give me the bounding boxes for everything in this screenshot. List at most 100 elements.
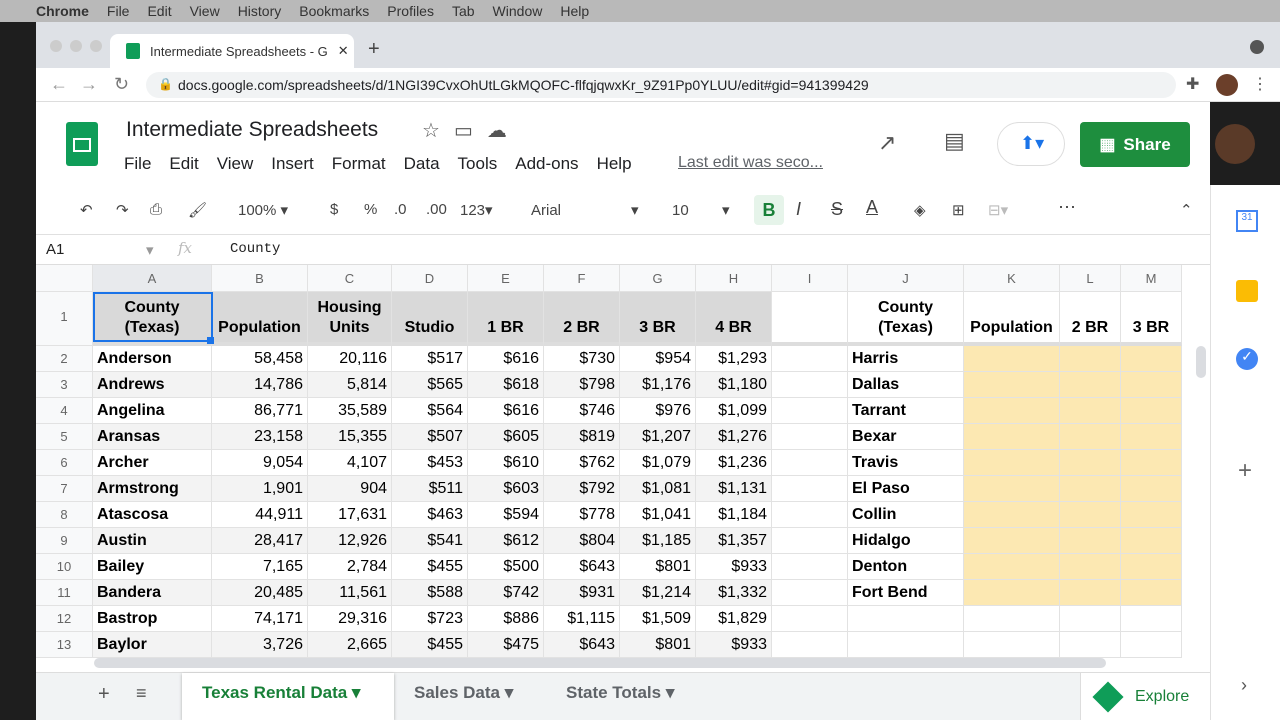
table-cell[interactable]: $612 xyxy=(468,528,544,554)
table-cell[interactable]: 1,901 xyxy=(212,476,308,502)
vertical-scrollbar[interactable] xyxy=(1196,346,1206,378)
table-cell[interactable]: 15,355 xyxy=(308,424,392,450)
table-cell[interactable]: $1,180 xyxy=(696,372,772,398)
reload-icon[interactable]: ↻ xyxy=(114,74,130,94)
table-cell[interactable] xyxy=(1121,580,1182,606)
sheet-tab-sales-data[interactable]: Sales Data ▾ xyxy=(414,683,514,702)
share-button[interactable]: ▦ Share xyxy=(1080,122,1190,167)
table-cell[interactable]: $511 xyxy=(392,476,468,502)
print-icon[interactable]: ⎙ xyxy=(150,201,163,218)
table-cell[interactable] xyxy=(1060,554,1121,580)
table-cell[interactable]: 29,316 xyxy=(308,606,392,632)
row-header-3[interactable]: 3 xyxy=(36,372,93,398)
table-cell[interactable]: $976 xyxy=(620,398,696,424)
table-cell[interactable] xyxy=(1121,606,1182,632)
table-cell[interactable]: $643 xyxy=(544,632,620,658)
mac-menu-help[interactable]: Help xyxy=(560,3,590,19)
table-cell[interactable]: $453 xyxy=(392,450,468,476)
paint-format-icon[interactable]: 🖌 xyxy=(188,202,208,219)
table-cell[interactable] xyxy=(1121,554,1182,580)
table-cell[interactable]: 20,485 xyxy=(212,580,308,606)
user-avatar[interactable] xyxy=(1215,124,1255,164)
table-cell[interactable] xyxy=(772,528,848,554)
header-cell[interactable]: 4 BR xyxy=(696,292,772,346)
table-cell[interactable]: El Paso xyxy=(848,476,964,502)
tab-search-icon[interactable] xyxy=(1250,40,1264,54)
table-cell[interactable] xyxy=(964,528,1060,554)
table-cell[interactable]: $742 xyxy=(468,580,544,606)
table-cell[interactable]: $762 xyxy=(544,450,620,476)
table-cell[interactable] xyxy=(1060,346,1121,372)
table-cell[interactable]: 2,665 xyxy=(308,632,392,658)
menu-file[interactable]: File xyxy=(124,154,152,173)
table-cell[interactable]: Fort Bend xyxy=(848,580,964,606)
table-cell[interactable]: $1,041 xyxy=(620,502,696,528)
table-cell[interactable]: $610 xyxy=(468,450,544,476)
table-cell[interactable] xyxy=(964,424,1060,450)
merge-cells-icon[interactable]: ⊟▾ xyxy=(988,202,1009,219)
table-cell[interactable]: Hidalgo xyxy=(848,528,964,554)
table-cell[interactable]: $1,332 xyxy=(696,580,772,606)
table-cell[interactable]: Dallas xyxy=(848,372,964,398)
table-cell[interactable] xyxy=(964,398,1060,424)
forward-icon[interactable]: → xyxy=(80,74,98,94)
column-header-a[interactable]: A xyxy=(93,265,212,292)
select-all-corner[interactable] xyxy=(36,265,93,292)
comments-icon[interactable]: ▤ xyxy=(944,128,965,153)
get-addons-icon[interactable]: + xyxy=(1238,457,1253,484)
table-cell[interactable]: $463 xyxy=(392,502,468,528)
mac-menu-bookmarks[interactable]: Bookmarks xyxy=(299,3,370,19)
table-cell[interactable]: $1,115 xyxy=(544,606,620,632)
table-cell[interactable]: $616 xyxy=(468,346,544,372)
table-cell[interactable]: Harris xyxy=(848,346,964,372)
table-cell[interactable]: $1,184 xyxy=(696,502,772,528)
table-cell[interactable]: Anderson xyxy=(93,346,212,372)
doc-title[interactable]: Intermediate Spreadsheets xyxy=(126,118,379,141)
table-cell[interactable]: $507 xyxy=(392,424,468,450)
move-folder-icon[interactable]: ▭ xyxy=(453,120,473,142)
table-cell[interactable] xyxy=(772,346,848,372)
table-cell[interactable]: $778 xyxy=(544,502,620,528)
table-cell[interactable]: Baylor xyxy=(93,632,212,658)
table-cell[interactable]: 44,911 xyxy=(212,502,308,528)
font-size-select[interactable]: 10 ▾ xyxy=(672,202,730,219)
table-cell[interactable]: $1,079 xyxy=(620,450,696,476)
menu-data[interactable]: Data xyxy=(403,154,440,173)
table-cell[interactable]: $804 xyxy=(544,528,620,554)
table-cell[interactable]: $475 xyxy=(468,632,544,658)
table-cell[interactable]: Archer xyxy=(93,450,212,476)
text-color-button[interactable]: A xyxy=(866,197,879,217)
table-cell[interactable]: $565 xyxy=(392,372,468,398)
table-cell[interactable]: 3,726 xyxy=(212,632,308,658)
table-cell[interactable]: $801 xyxy=(620,632,696,658)
header-cell[interactable]: County (Texas) xyxy=(848,292,964,346)
table-cell[interactable]: Bexar xyxy=(848,424,964,450)
chrome-menu-icon[interactable]: ⋮ xyxy=(1252,76,1268,93)
cloud-status-icon[interactable]: ☁ xyxy=(486,120,507,142)
table-cell[interactable]: 28,417 xyxy=(212,528,308,554)
table-cell[interactable]: $723 xyxy=(392,606,468,632)
bold-button[interactable]: B xyxy=(754,195,784,225)
redo-icon[interactable]: ↷ xyxy=(116,202,129,219)
table-cell[interactable]: Angelina xyxy=(93,398,212,424)
table-cell[interactable]: $792 xyxy=(544,476,620,502)
row-header-2[interactable]: 2 xyxy=(36,346,93,372)
name-box-dropdown-icon[interactable]: ▾ xyxy=(146,242,154,259)
table-cell[interactable]: $1,214 xyxy=(620,580,696,606)
header-cell[interactable]: 3 BR xyxy=(1121,292,1182,346)
collapse-menus-icon[interactable]: ⌃ xyxy=(1180,202,1193,219)
row-header-10[interactable]: 10 xyxy=(36,554,93,580)
table-cell[interactable]: $1,081 xyxy=(620,476,696,502)
menu-tools[interactable]: Tools xyxy=(457,154,498,173)
row-header-11[interactable]: 11 xyxy=(36,580,93,606)
table-cell[interactable]: $1,131 xyxy=(696,476,772,502)
table-cell[interactable] xyxy=(772,580,848,606)
table-cell[interactable]: 5,814 xyxy=(308,372,392,398)
menu-help[interactable]: Help xyxy=(596,154,632,173)
back-icon[interactable]: ← xyxy=(50,74,68,94)
row-header-4[interactable]: 4 xyxy=(36,398,93,424)
undo-icon[interactable]: ↶ xyxy=(80,202,93,219)
column-header-c[interactable]: C xyxy=(308,265,392,292)
table-cell[interactable]: $798 xyxy=(544,372,620,398)
table-cell[interactable]: $618 xyxy=(468,372,544,398)
